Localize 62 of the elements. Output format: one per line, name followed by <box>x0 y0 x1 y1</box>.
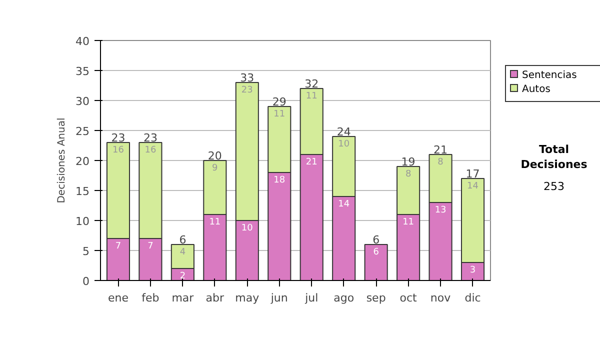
bar <box>364 244 388 280</box>
y-tick-label: 10 <box>76 215 90 228</box>
data-label: 10 <box>241 224 254 234</box>
data-label: 23 <box>241 86 253 96</box>
x-tick-label: dic <box>464 292 481 304</box>
data-label: 11 <box>402 218 414 228</box>
y-tick-label: 40 <box>76 35 90 48</box>
total-label: 6 <box>179 234 186 246</box>
x-tick-label: may <box>235 292 260 304</box>
y-tick-label: 20 <box>76 155 90 168</box>
y-tick-label: 5 <box>82 245 90 258</box>
x-tick-label: nov <box>430 292 452 304</box>
data-label: 8 <box>438 158 444 168</box>
y-tick-label: 0 <box>82 275 90 288</box>
total-label: 19 <box>401 156 416 168</box>
x-tick-label: ago <box>334 292 354 304</box>
total-label: 23 <box>111 132 126 144</box>
data-label: 8 <box>405 170 412 180</box>
total-label: 6 <box>372 234 380 246</box>
data-label: 4 <box>180 248 186 258</box>
legend-label: Sentencias <box>521 69 578 83</box>
text: 253 <box>542 178 566 195</box>
total-label: 21 <box>434 144 448 156</box>
data-label: 9 <box>212 164 218 174</box>
total-label: 20 <box>208 150 222 162</box>
data-label: 3 <box>470 266 476 276</box>
x-tick-label: ene <box>108 292 129 304</box>
x-tick-label: oct <box>400 292 418 304</box>
total-label: 29 <box>272 96 286 108</box>
data-label: 2 <box>180 272 186 282</box>
text: Total Decisiones <box>520 142 588 173</box>
total-label: 32 <box>304 78 319 90</box>
data-label: 14 <box>338 200 350 210</box>
x-tick-label: abr <box>206 292 225 304</box>
total-label: 17 <box>466 168 480 180</box>
data-label: 6 <box>373 248 380 258</box>
x-tick-label: sep <box>366 292 386 304</box>
x-tick-label: jun <box>270 292 288 304</box>
data-label: 7 <box>148 242 154 252</box>
total-label: 33 <box>240 72 254 84</box>
data-label: 21 <box>306 158 318 168</box>
data-label: 14 <box>467 182 479 192</box>
y-axis-title: Decisiones Anual <box>56 118 68 204</box>
y-tick-label: 15 <box>76 185 90 198</box>
y-tick-label: 25 <box>76 125 90 138</box>
data-label: 13 <box>434 206 446 216</box>
data-label: 11 <box>209 218 221 228</box>
data-label: 7 <box>115 242 122 252</box>
data-label: 10 <box>338 140 350 150</box>
data-label: 16 <box>144 146 156 156</box>
x-tick-label: jul <box>304 292 318 304</box>
x-tick-label: feb <box>142 292 160 304</box>
data-label: 18 <box>274 176 286 186</box>
y-tick-label: 30 <box>76 95 90 108</box>
data-label: 11 <box>274 110 286 120</box>
total-label: 23 <box>143 132 158 144</box>
y-tick-label: 35 <box>76 65 90 78</box>
total-label: 24 <box>336 126 351 138</box>
x-tick-label: mar <box>172 292 194 304</box>
data-label: 11 <box>306 92 318 102</box>
data-label: 16 <box>112 146 124 156</box>
legend-label: Autos <box>521 83 552 98</box>
